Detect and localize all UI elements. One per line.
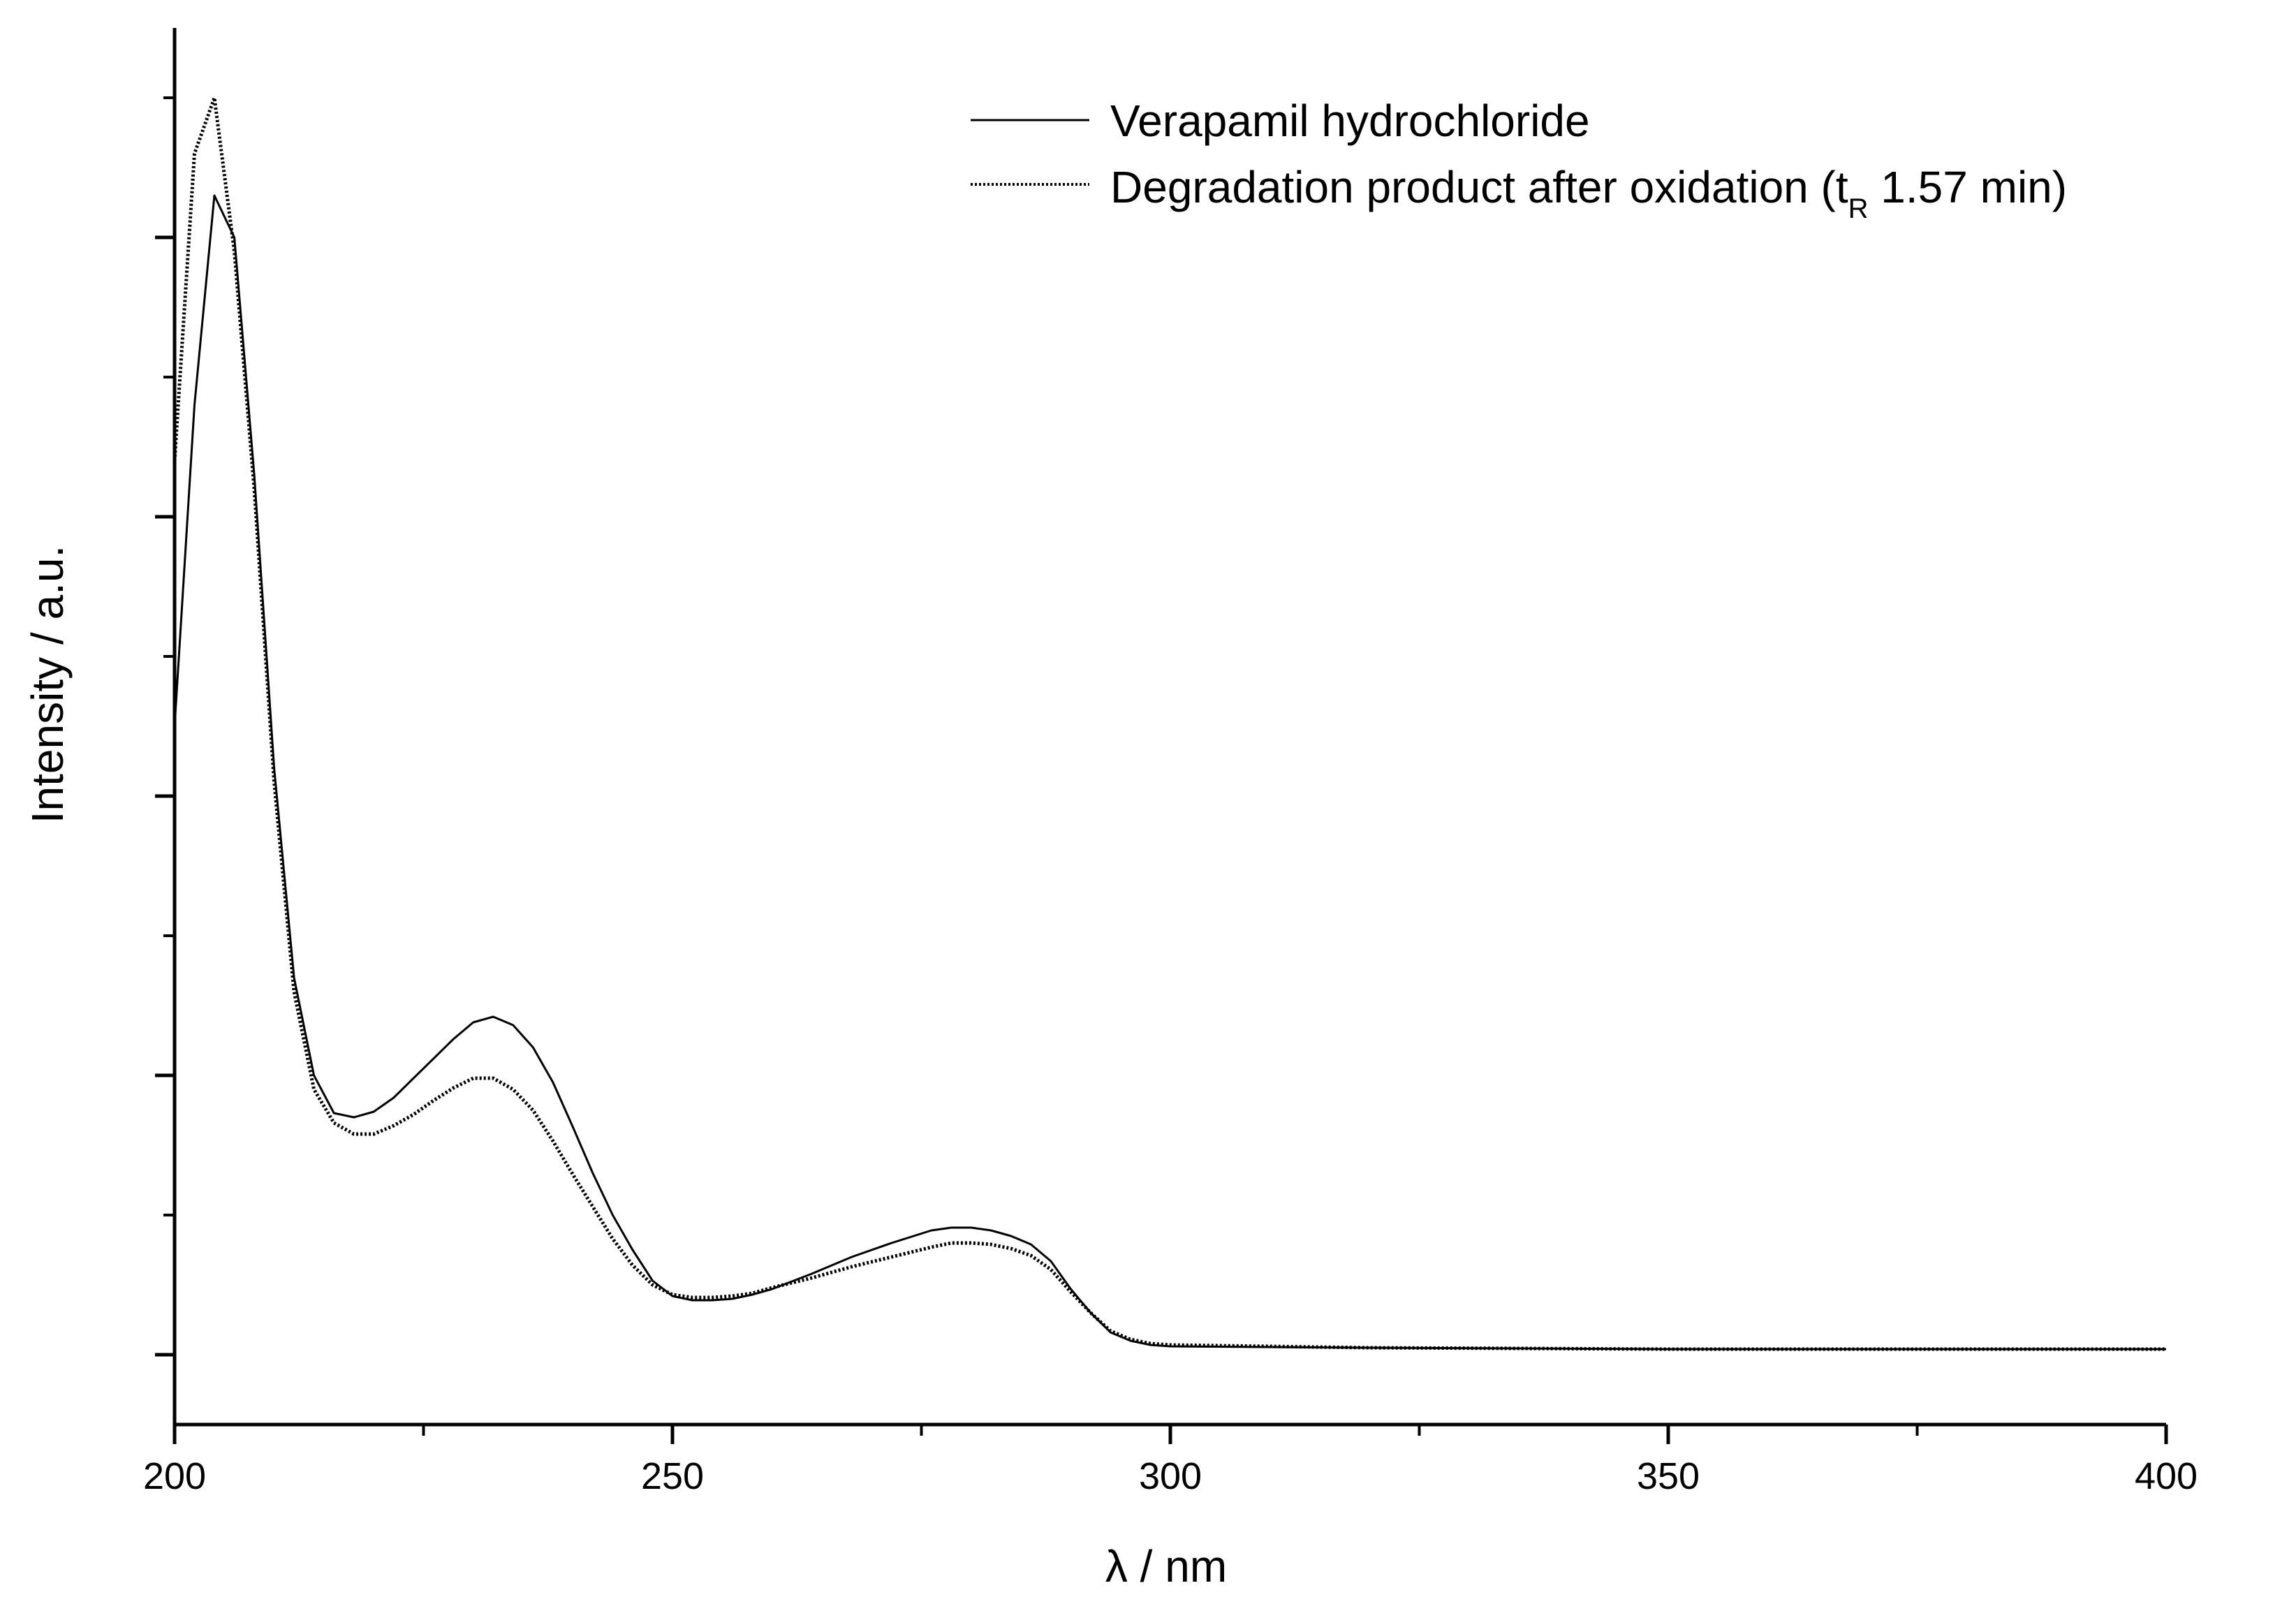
legend-label-degradation-subscript: R (1848, 193, 1869, 224)
x-axis-title: λ / nm (1105, 1541, 1227, 1591)
x-tick-label: 250 (641, 1455, 704, 1497)
ticks: 200 250 300 350 400 (143, 96, 2198, 1497)
x-tick-label: 200 (143, 1455, 206, 1497)
x-tick-label: 400 (2135, 1455, 2198, 1497)
x-tick-label: 300 (1139, 1455, 1202, 1497)
legend-label-degradation-tail: 1.57 min) (1869, 162, 2068, 212)
series-line-verapamil (173, 194, 2166, 1351)
series-lines (172, 96, 2166, 1351)
legend-label-degradation: Degradation product after oxidation (tR … (1110, 162, 2067, 224)
y-axis-title: Intensity / a.u. (22, 545, 73, 823)
x-tick-label: 350 (1637, 1455, 1700, 1497)
legend-label-degradation-main: Degradation product after oxidation (t (1110, 162, 1848, 212)
legend-label-verapamil: Verapamil hydrochloride (1110, 96, 1590, 146)
legend: Verapamil hydrochloride Degradation prod… (971, 96, 2067, 224)
